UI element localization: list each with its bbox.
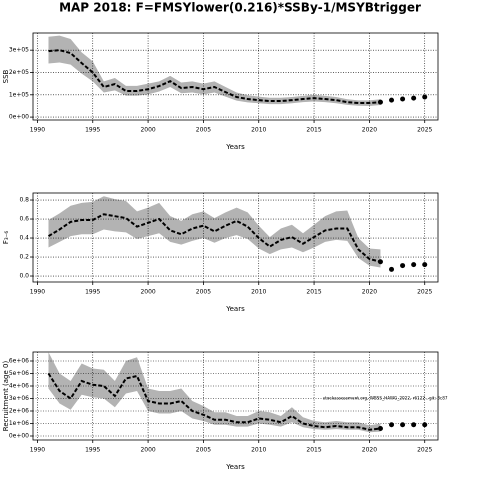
forecast-point [389,97,395,103]
median-line [47,372,381,431]
y-tick-label: 5e+06 [9,370,29,377]
x-tick-label: 1995 [85,447,100,454]
x-tick-label: 1995 [85,289,100,296]
forecast-point [422,262,428,268]
y-tick-label: 0.4 [19,235,29,242]
plot-frame [32,192,439,283]
y-tick-label: 0e+00 [9,433,29,440]
forecast-point [411,95,417,101]
y-tick-label: 0e+00 [9,114,29,121]
y-tick-label: 1e+06 [9,420,29,427]
x-tick-label: 1990 [30,447,45,454]
x-tick-label: 2000 [140,127,155,134]
forecast-point [377,259,383,265]
y-tick-label: 0.8 [19,197,29,204]
x-tick-label: 1990 [30,289,45,296]
forecast-point [400,96,406,102]
confidence-band [48,196,381,268]
x-tick-label: 2005 [196,289,211,296]
y-tick-label: 0.2 [19,254,29,261]
forecast-point [377,426,383,431]
x-tick-label: 2015 [306,289,321,296]
y-tick-label: 2e+05 [9,69,29,76]
forecast-point [411,422,417,428]
x-tick-label: 2000 [140,289,155,296]
x-tick-label: 2025 [417,447,432,454]
x-tick-label: 2020 [362,127,377,134]
chart-title: MAP 2018: F=FMSYlower(0.216)*SSBy-1/MSYB… [59,1,421,15]
forecast-point [389,422,395,428]
forecast-point [400,422,406,428]
annotation: stockassessment.org, WBSS_HAWG_2022, r61… [323,396,448,401]
x-tick-label: 2000 [140,447,155,454]
x-tick-label: 2015 [306,127,321,134]
plot-frame [32,351,439,441]
median-line [48,49,381,105]
x-tick-label: 2010 [251,289,266,296]
x-axis-label: Years [225,143,245,151]
x-tick-label: 1995 [85,127,100,134]
x-tick-label: 2005 [196,127,211,134]
y-axis-label: SSB [2,69,10,83]
y-axis-label: F₃₋₆ [2,231,10,245]
y-tick-label: 4e+06 [9,383,29,390]
x-tick-label: 2020 [362,289,377,296]
plot-frame [32,32,439,121]
y-axis-label: Recruitment (age 0) [2,361,10,432]
forecast-point [400,263,406,269]
x-tick-label: 2010 [251,447,266,454]
y-tick-label: 3e+05 [9,47,29,54]
y-tick-label: 0.0 [19,273,29,280]
x-tick-label: 1990 [30,127,45,134]
forecast-point [377,99,383,105]
x-tick-label: 2025 [417,127,432,134]
median-line [47,213,381,263]
forecast-point [389,266,395,272]
forecast-point [411,262,417,268]
x-tick-label: 2010 [251,127,266,134]
x-tick-label: 2020 [362,447,377,454]
x-tick-label: 2015 [306,447,321,454]
y-tick-label: 1e+05 [9,91,29,98]
x-tick-label: 2005 [196,447,211,454]
y-tick-label: 3e+06 [9,395,29,402]
y-tick-label: 0.6 [19,216,29,223]
y-tick-label: 6e+06 [9,358,29,365]
x-tick-label: 2025 [417,289,432,296]
confidence-band [48,352,381,433]
x-axis-label: Years [225,305,245,313]
confidence-band [48,35,381,106]
forecast-point [422,94,428,100]
y-tick-label: 2e+06 [9,408,29,415]
x-axis-label: Years [225,463,245,471]
